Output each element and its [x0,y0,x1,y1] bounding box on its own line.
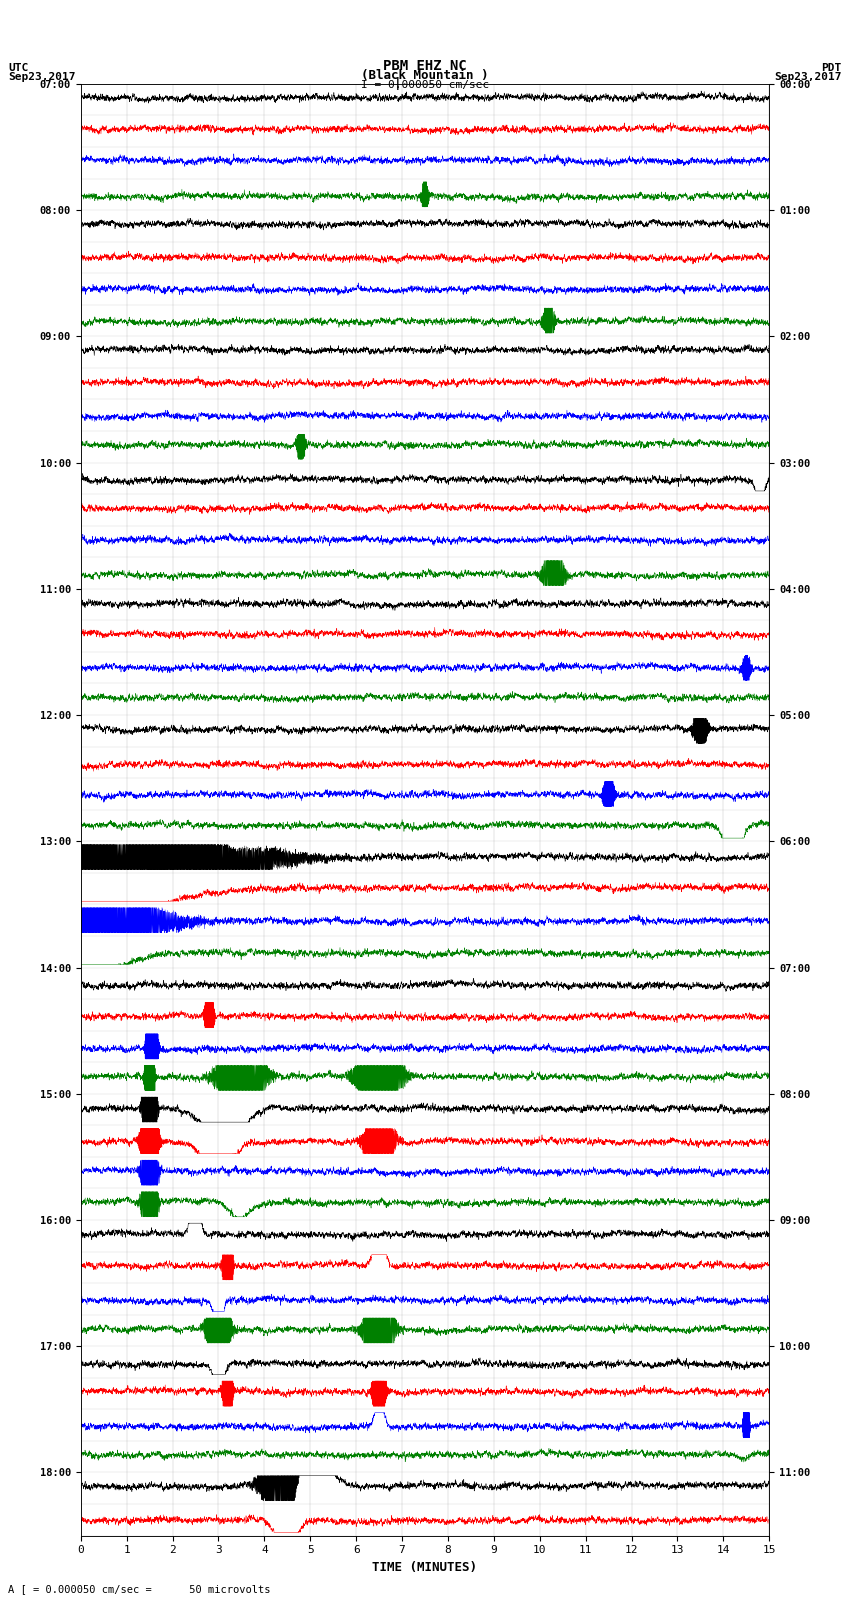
Text: I = 0.000050 cm/sec: I = 0.000050 cm/sec [361,79,489,90]
Text: UTC: UTC [8,63,29,73]
Text: Sep23,2017: Sep23,2017 [8,73,76,82]
Text: A [ = 0.000050 cm/sec =      50 microvolts: A [ = 0.000050 cm/sec = 50 microvolts [8,1584,271,1594]
Text: |: | [394,76,401,90]
Text: (Black Mountain ): (Black Mountain ) [361,69,489,82]
X-axis label: TIME (MINUTES): TIME (MINUTES) [372,1561,478,1574]
Text: Sep23,2017: Sep23,2017 [774,73,842,82]
Text: PBM EHZ NC: PBM EHZ NC [383,60,467,73]
Text: PDT: PDT [821,63,842,73]
